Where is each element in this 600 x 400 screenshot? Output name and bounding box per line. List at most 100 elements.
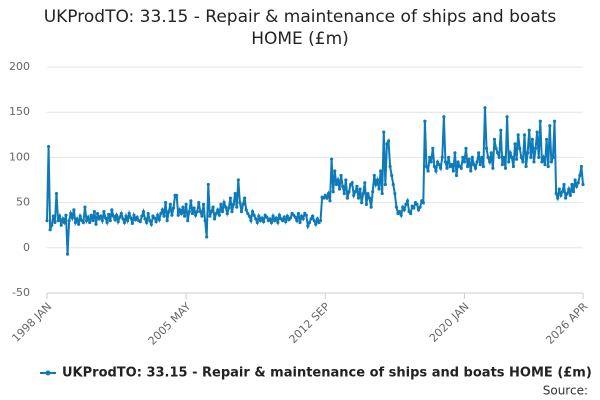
point xyxy=(514,157,519,161)
point xyxy=(252,213,256,217)
point xyxy=(567,187,571,191)
point xyxy=(439,166,443,170)
point xyxy=(255,220,259,225)
point xyxy=(345,196,350,200)
x-tick-label: 2012 SEP xyxy=(287,300,333,346)
point xyxy=(108,219,112,223)
point xyxy=(540,160,544,164)
point xyxy=(331,190,335,194)
y-tick-label: 0 xyxy=(23,241,30,254)
point xyxy=(205,235,209,239)
point xyxy=(342,191,346,196)
point xyxy=(323,193,327,197)
point xyxy=(244,208,248,212)
point xyxy=(307,220,312,225)
point xyxy=(488,160,492,164)
point xyxy=(225,211,229,216)
point xyxy=(50,223,54,227)
point xyxy=(295,219,299,223)
point xyxy=(154,219,158,224)
point xyxy=(148,219,152,223)
point xyxy=(216,208,220,212)
point xyxy=(241,202,245,207)
point xyxy=(75,217,79,221)
point xyxy=(97,217,101,221)
point xyxy=(165,219,169,223)
point xyxy=(390,173,394,178)
point xyxy=(228,196,233,200)
point xyxy=(222,201,226,205)
x-tick-label: 2005 MAY xyxy=(146,300,194,348)
point xyxy=(230,210,234,214)
point xyxy=(235,205,239,209)
point xyxy=(333,169,337,173)
point xyxy=(571,190,576,194)
point xyxy=(195,210,199,214)
point xyxy=(58,214,62,218)
point xyxy=(77,222,81,226)
point xyxy=(502,155,506,159)
point xyxy=(149,222,153,226)
point xyxy=(456,160,460,164)
point xyxy=(260,216,264,220)
point xyxy=(238,201,242,205)
point xyxy=(46,144,51,149)
point xyxy=(293,215,297,219)
point xyxy=(314,222,318,226)
point xyxy=(250,210,255,214)
point xyxy=(309,217,313,221)
point xyxy=(231,202,236,207)
point xyxy=(557,187,561,191)
point xyxy=(78,214,82,218)
point xyxy=(459,166,463,170)
point xyxy=(102,210,106,214)
point xyxy=(532,160,536,164)
point xyxy=(312,219,316,223)
point xyxy=(549,160,553,164)
point xyxy=(282,215,286,219)
point xyxy=(397,210,402,214)
point xyxy=(184,202,188,207)
point xyxy=(233,191,237,196)
point xyxy=(130,221,134,225)
point xyxy=(360,201,364,205)
point xyxy=(306,224,310,228)
point xyxy=(374,182,378,187)
point xyxy=(404,202,408,207)
point xyxy=(288,216,293,220)
point xyxy=(391,182,395,187)
point xyxy=(431,146,435,150)
point xyxy=(262,219,266,224)
point xyxy=(481,164,485,169)
point xyxy=(209,210,214,214)
point xyxy=(132,213,136,217)
point xyxy=(214,211,218,216)
point xyxy=(486,155,490,159)
point xyxy=(510,155,514,159)
point xyxy=(122,220,127,225)
point xyxy=(257,214,261,218)
point xyxy=(465,164,470,169)
point xyxy=(176,213,180,217)
point xyxy=(227,206,231,210)
point xyxy=(442,115,446,119)
point xyxy=(352,193,356,197)
point xyxy=(258,219,263,223)
point xyxy=(483,106,487,110)
point xyxy=(315,217,319,221)
point xyxy=(99,214,103,218)
point xyxy=(311,214,315,218)
point xyxy=(353,190,357,194)
point xyxy=(152,216,157,220)
point xyxy=(69,211,73,216)
point xyxy=(160,208,165,212)
point xyxy=(538,119,542,123)
point xyxy=(301,217,305,221)
point xyxy=(211,205,215,209)
point xyxy=(200,214,204,218)
point xyxy=(91,219,95,223)
point xyxy=(54,191,59,196)
point xyxy=(119,211,123,216)
point xyxy=(141,210,146,214)
